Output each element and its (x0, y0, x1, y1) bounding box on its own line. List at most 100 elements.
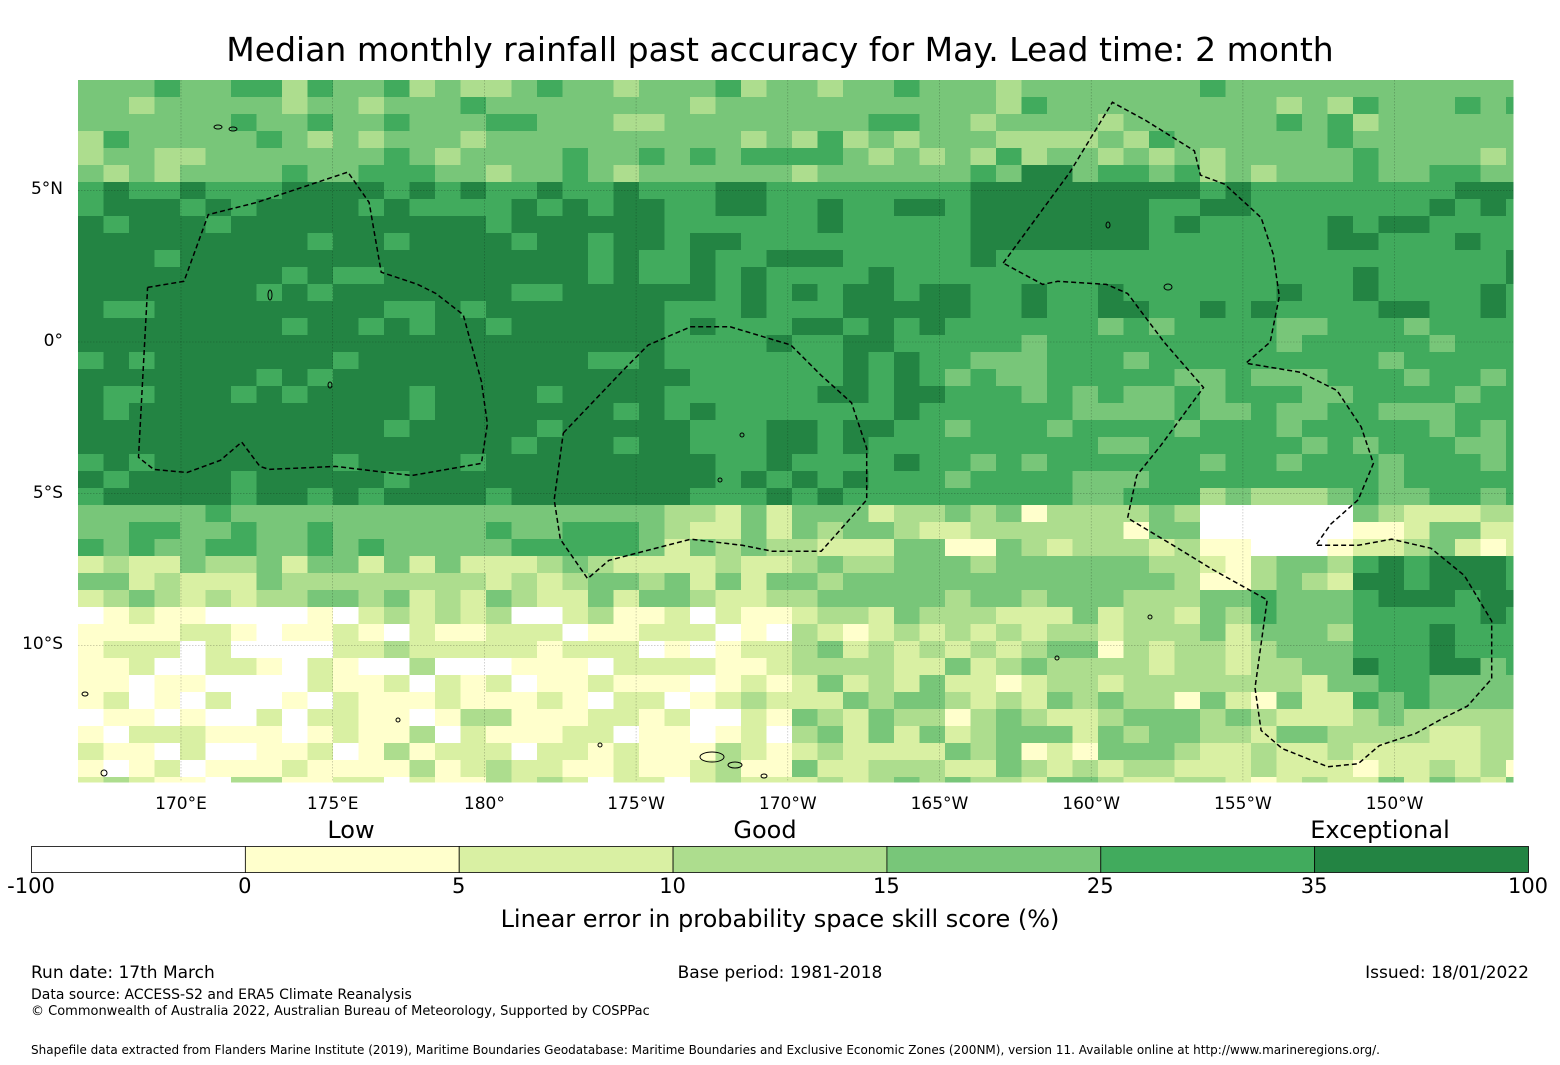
colorbar-segment (31, 846, 246, 873)
skill-cell (894, 743, 920, 761)
skill-cell (307, 675, 334, 693)
skill-cell (1225, 760, 1252, 778)
skill-cell (1378, 573, 1405, 591)
skill-cell (1098, 471, 1124, 489)
skill-cell (562, 182, 589, 200)
skill-cell (409, 284, 436, 302)
skill-cell (868, 624, 895, 642)
skill-cell (384, 573, 410, 591)
skill-cell (715, 607, 742, 625)
skill-cell (486, 539, 512, 557)
skill-cell (1021, 148, 1048, 166)
skill-cell (103, 97, 130, 115)
skill-cell (1225, 165, 1252, 183)
skill-cell (1200, 216, 1226, 234)
skill-cell (1021, 352, 1048, 370)
skill-cell (1021, 403, 1048, 421)
skill-cell (919, 420, 946, 438)
skill-cell (511, 233, 538, 251)
skill-cell (1353, 80, 1379, 98)
skill-cell (486, 267, 512, 285)
skill-cell (154, 284, 181, 302)
skill-cell (766, 539, 793, 557)
skill-cell (231, 624, 257, 642)
island-outline (267, 289, 273, 301)
skill-cell (1225, 607, 1252, 625)
skill-cell (154, 590, 181, 608)
skill-cell (1225, 386, 1252, 404)
skill-cell (894, 403, 920, 421)
skill-cell (435, 420, 461, 438)
skill-cell (333, 267, 359, 285)
skill-cell (894, 488, 920, 506)
skill-cell (1123, 607, 1150, 625)
skill-cell (1429, 216, 1456, 234)
skill-cell (1353, 760, 1379, 778)
skill-cell (919, 607, 946, 625)
skill-cell (1072, 743, 1099, 761)
skill-cell (409, 658, 436, 676)
skill-cell (1072, 556, 1099, 574)
skill-cell (1378, 471, 1405, 489)
skill-cell (256, 556, 283, 574)
skill-cell (1098, 539, 1124, 557)
skill-cell (919, 675, 946, 693)
skill-cell (205, 692, 232, 710)
skill-cell (945, 335, 971, 353)
skill-cell (1404, 471, 1430, 489)
issued-date: Issued: 18/01/2022 (1365, 963, 1529, 983)
skill-cell (588, 522, 614, 540)
skill-cell (1480, 97, 1507, 115)
skill-cell (1506, 777, 1514, 783)
skill-cell (78, 743, 104, 761)
skill-cell (358, 318, 385, 336)
skill-cell (486, 420, 512, 438)
skill-cell (1276, 80, 1303, 98)
skill-cell (180, 709, 206, 727)
skill-cell (1455, 267, 1481, 285)
skill-cell (919, 233, 946, 251)
skill-cell (715, 726, 742, 744)
skill-cell (511, 488, 538, 506)
skill-cell (868, 318, 895, 336)
skill-cell (231, 760, 257, 778)
skill-cell (562, 97, 589, 115)
skill-cell (180, 539, 206, 557)
skill-cell (1327, 590, 1354, 608)
skill-cell (639, 216, 665, 234)
skill-cell (1353, 131, 1379, 149)
skill-cell (435, 726, 461, 744)
skill-cell (384, 216, 410, 234)
skill-cell (639, 709, 665, 727)
skill-cell (511, 760, 538, 778)
skill-cell (1123, 318, 1150, 336)
skill-cell (256, 624, 283, 642)
skill-cell (996, 352, 1022, 370)
skill-cell (792, 97, 818, 115)
skill-cell (435, 522, 461, 540)
skill-cell (1404, 658, 1430, 676)
skill-cell (766, 114, 793, 132)
skill-cell (1327, 760, 1354, 778)
skill-cell (103, 471, 130, 489)
skill-cell (409, 624, 436, 642)
skill-cell (1174, 284, 1201, 302)
skill-cell (129, 420, 155, 438)
skill-cell (894, 692, 920, 710)
skill-cell (1021, 777, 1048, 783)
skill-cell (1480, 148, 1507, 166)
skill-cell (639, 505, 665, 523)
skill-cell (588, 403, 614, 421)
skill-cell (307, 233, 334, 251)
skill-cell (715, 709, 742, 727)
skill-cell (205, 573, 232, 591)
skill-cell (154, 471, 181, 489)
skill-cell (460, 777, 487, 783)
skill-cell (1276, 369, 1303, 387)
skill-cell (78, 420, 104, 438)
skill-cell (1506, 199, 1514, 217)
skill-cell (690, 556, 716, 574)
skill-cell (205, 114, 232, 132)
skill-cell (843, 233, 869, 251)
skill-cell (1225, 233, 1252, 251)
